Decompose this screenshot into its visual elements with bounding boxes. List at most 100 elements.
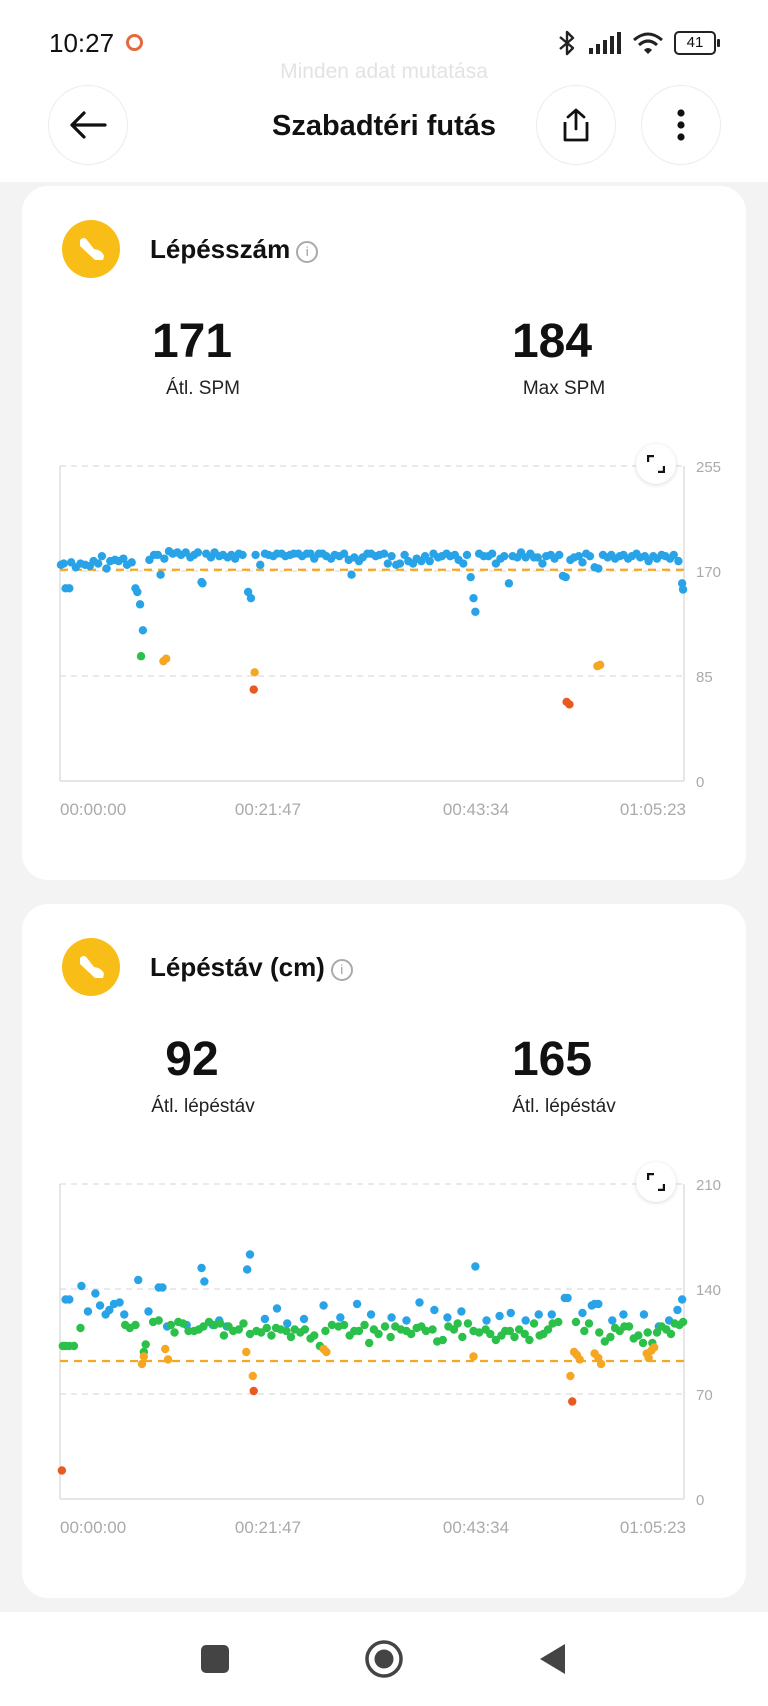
data-point-green — [219, 1331, 229, 1340]
data-point-green — [256, 1328, 266, 1337]
data-point-blue — [200, 1277, 209, 1286]
data-point-blue — [415, 1298, 424, 1307]
data-point-blue — [91, 1289, 100, 1298]
wifi-icon — [633, 32, 663, 54]
data-point-blue — [457, 1307, 466, 1316]
info-icon[interactable]: i — [296, 241, 319, 263]
data-point-red — [249, 1386, 258, 1396]
data-point-orange — [595, 660, 605, 670]
x-tick-label: 00:21:47 — [235, 800, 301, 819]
data-point-blue — [127, 558, 136, 567]
data-point-blue — [243, 1265, 252, 1274]
data-point-orange — [644, 1353, 653, 1363]
data-point-green — [339, 1320, 349, 1330]
data-point-orange — [161, 654, 171, 663]
show-all-data-ghost-text: Minden adat mutatása — [280, 60, 488, 83]
data-point-blue — [459, 559, 468, 568]
share-button[interactable] — [536, 85, 616, 165]
data-point-green — [580, 1326, 589, 1336]
data-point-green — [245, 1329, 255, 1339]
data-point-blue — [466, 572, 475, 582]
data-point-green — [136, 652, 146, 661]
data-point-green — [428, 1325, 437, 1334]
back-nav-button[interactable] — [537, 1642, 567, 1676]
data-point-green — [321, 1326, 330, 1336]
x-tick-label: 00:21:47 — [235, 1518, 301, 1537]
data-point-blue — [156, 570, 165, 579]
shoe-icon — [62, 220, 120, 278]
data-point-blue — [678, 585, 688, 594]
data-point-blue — [83, 1307, 93, 1316]
home-button[interactable] — [364, 1639, 404, 1679]
card-title: Lépésszám i — [150, 234, 319, 265]
data-point-green — [438, 1335, 447, 1345]
card-title: Lépéstáv (cm) i — [150, 952, 353, 983]
data-point-blue — [669, 550, 678, 560]
data-point-green — [600, 1337, 610, 1346]
app-header: Szabadtéri futás — [0, 85, 768, 182]
avg-spm-value: 171 — [151, 315, 233, 368]
data-point-blue — [443, 1313, 452, 1322]
status-time: 10:27 — [49, 28, 115, 58]
data-point-blue — [495, 1311, 504, 1321]
info-icon[interactable]: i — [330, 959, 353, 981]
y-tick-label: 140 — [696, 1282, 721, 1299]
bluetooth-icon — [559, 30, 575, 56]
more-vertical-icon — [677, 109, 685, 141]
data-point-blue — [158, 1283, 167, 1292]
data-point-green — [131, 1320, 140, 1330]
expand-icon — [647, 455, 665, 473]
data-point-green — [529, 1319, 539, 1328]
data-point-green — [491, 1335, 501, 1345]
shoe-glyph-icon — [80, 956, 104, 978]
more-options-button[interactable] — [641, 85, 721, 165]
data-point-blue — [160, 554, 169, 563]
data-point-orange — [161, 1344, 170, 1354]
data-point-green — [69, 1341, 79, 1351]
data-point-blue — [533, 553, 542, 562]
data-point-green — [463, 1319, 473, 1328]
data-point-blue — [387, 551, 396, 561]
recents-button[interactable] — [200, 1644, 230, 1674]
share-icon — [563, 108, 589, 142]
status-icons: 41 — [556, 26, 720, 60]
max-spm-value: 184 — [511, 315, 593, 368]
arrow-left-icon — [70, 111, 107, 139]
shoe-glyph-icon — [80, 238, 104, 260]
data-point-green — [380, 1322, 390, 1331]
data-point-orange — [575, 1355, 584, 1364]
data-point-blue — [594, 564, 603, 573]
data-point-green — [678, 1317, 688, 1327]
data-point-orange — [566, 1371, 575, 1381]
page-title: Szabadtéri futás — [272, 110, 496, 142]
data-point-green — [458, 1332, 467, 1342]
data-point-blue — [400, 550, 409, 560]
data-point-green — [634, 1331, 643, 1340]
y-tick-label: 85 — [696, 669, 713, 686]
data-point-blue — [272, 1304, 282, 1313]
expand-chart-button[interactable] — [636, 1162, 676, 1202]
data-point-green — [354, 1326, 364, 1336]
data-point-green — [520, 1329, 529, 1339]
data-point-red — [57, 1466, 67, 1475]
data-point-orange — [469, 1352, 478, 1361]
expand-chart-button[interactable] — [636, 444, 676, 484]
system-nav-bar — [0, 1612, 768, 1706]
x-tick-label: 00:00:00 — [60, 1518, 126, 1537]
max-spm-label: Max SPM — [522, 378, 606, 399]
data-point-blue — [193, 548, 203, 557]
data-point-blue — [198, 579, 207, 588]
data-point-orange — [596, 1359, 606, 1369]
back-button[interactable] — [48, 85, 128, 165]
data-point-green — [486, 1329, 495, 1339]
data-point-green — [166, 1320, 176, 1330]
x-tick-label: 00:43:34 — [443, 800, 509, 819]
data-point-green — [453, 1319, 462, 1328]
data-point-blue — [319, 1301, 328, 1310]
data-point-green — [267, 1331, 276, 1340]
data-point-blue — [65, 1295, 74, 1304]
data-point-green — [170, 1328, 179, 1337]
data-point-orange — [242, 1347, 251, 1357]
shoe-icon — [62, 938, 120, 996]
data-point-blue — [138, 626, 148, 635]
